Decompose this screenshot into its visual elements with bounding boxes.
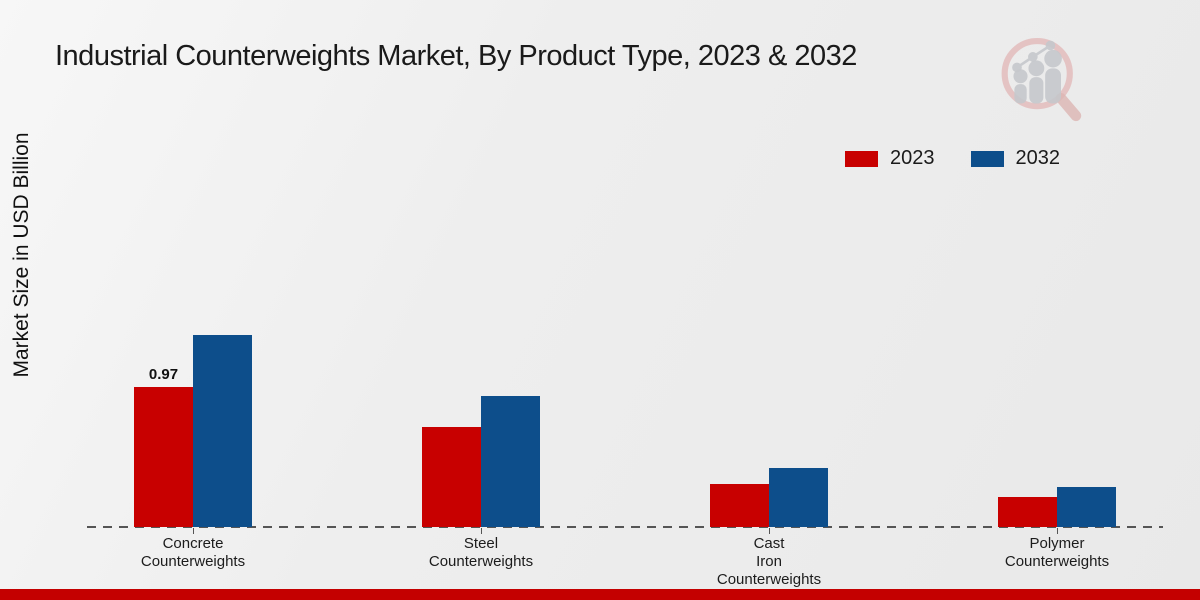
legend-label-2032: 2032 [1015,147,1061,169]
bar-2032-concrete-counterweights [193,335,252,527]
chart-title: Industrial Counterweights Market, By Pro… [55,40,857,72]
legend-swatch-2023-icon [845,150,878,167]
category-label-concrete-counterweights: Concrete Counterweights [140,535,246,570]
legend-swatch-2032-icon [970,150,1004,167]
bar-2032-steel-counterweights [481,396,540,527]
footer-accent-bar [0,589,1200,600]
bar-2032-cast-iron-counterweights [769,468,828,527]
y-axis-label: Market Size in USD Billion [10,132,33,378]
legend-label-2023: 2023 [890,147,935,169]
legend-item-2032: 2032 [970,147,1061,170]
legend: 2023 2032 [845,147,1060,170]
bar-2023-steel-counterweights [422,427,481,527]
category-label-cast-iron-counterweights: Cast Iron Counterweights [716,535,822,588]
category-label-polymer-counterweights: Polymer Counterweights [1004,535,1110,570]
category-label-steel-counterweights: Steel Counterweights [428,535,534,570]
bar-value-label: 0.97 [148,366,179,383]
magnifier-bar-chart-logo-icon [1001,37,1082,122]
x-axis-tick [1057,528,1058,534]
x-axis-tick [769,528,770,534]
legend-item-2023: 2023 [845,147,935,170]
bar-2032-polymer-counterweights [1057,487,1116,527]
bar-2023-polymer-counterweights [998,497,1057,527]
x-axis-tick [481,528,482,534]
x-axis-tick [193,528,194,534]
bar-2023-cast-iron-counterweights [710,484,769,527]
x-axis-line [87,526,1163,528]
bar-2023-concrete-counterweights [134,387,193,527]
